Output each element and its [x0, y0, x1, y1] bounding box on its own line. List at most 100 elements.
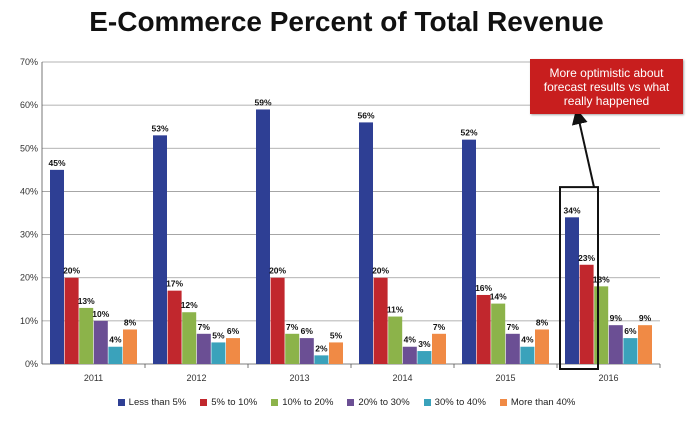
data-label: 20%: [63, 266, 80, 276]
data-label: 7%: [507, 322, 520, 332]
bar: [256, 109, 270, 364]
data-label: 9%: [639, 313, 652, 323]
x-tick-label: 2014: [392, 373, 412, 383]
y-tick-label: 0%: [25, 359, 38, 369]
y-axis: 0% 10% 20% 30% 40% 50% 60% 70%: [20, 57, 38, 369]
legend-item: 10% to 20%: [271, 397, 333, 408]
bar: [64, 277, 79, 364]
data-label: 45%: [48, 158, 65, 168]
bar: [153, 135, 167, 364]
bar: [167, 290, 182, 364]
bar: [579, 264, 594, 364]
y-tick-label: 70%: [20, 57, 38, 67]
data-label: 7%: [198, 322, 211, 332]
bar: [417, 351, 432, 364]
bar: [123, 329, 137, 364]
x-tick-label: 2011: [84, 373, 103, 383]
y-tick-label: 60%: [20, 100, 38, 110]
data-label: 13%: [78, 296, 95, 306]
bar: [638, 325, 652, 364]
legend-item: 5% to 10%: [200, 397, 257, 408]
bar: [491, 303, 506, 364]
legend: Less than 5% 5% to 10% 10% to 20% 20% to 30…: [0, 397, 693, 408]
data-label: 10%: [92, 309, 109, 319]
legend-label: 10% to 20%: [282, 397, 334, 408]
highlight-box: [559, 186, 599, 370]
bars: [50, 109, 652, 365]
data-label: 52%: [460, 128, 477, 138]
data-label: 6%: [624, 326, 637, 336]
data-label: 5%: [330, 330, 343, 340]
bar: [476, 294, 491, 364]
data-label: 18%: [593, 274, 610, 284]
data-label: 4%: [404, 335, 417, 345]
bar: [402, 346, 417, 364]
annotation-callout: More optimistic about forecast results v…: [530, 59, 683, 114]
x-tick-label: 2016: [598, 373, 618, 383]
x-tick-label: 2012: [186, 373, 206, 383]
bar: [565, 217, 579, 364]
bar: [285, 333, 300, 364]
y-tick-label: 10%: [20, 316, 38, 326]
legend-item: 30% to 40%: [423, 397, 486, 408]
data-label: 8%: [124, 317, 137, 327]
data-label: 5%: [212, 330, 225, 340]
annotation: [559, 108, 599, 370]
data-label: 53%: [151, 123, 168, 133]
legend-label: Less than 5%: [128, 397, 187, 408]
data-label: 3%: [418, 339, 431, 349]
data-label: 11%: [387, 305, 404, 315]
legend-swatch: [423, 399, 431, 406]
y-tick-label: 30%: [20, 230, 38, 240]
data-label: 2%: [315, 343, 328, 353]
y-tick-label: 50%: [20, 143, 38, 153]
y-tick-label: 40%: [20, 186, 38, 196]
data-label: 20%: [372, 266, 389, 276]
legend-item: Less than 5%: [117, 397, 187, 408]
data-label: 4%: [521, 335, 534, 345]
legend-label: 20% to 30%: [358, 397, 410, 408]
bar: [50, 169, 64, 364]
bar: [299, 338, 314, 364]
data-label: 20%: [269, 266, 286, 276]
data-label: 12%: [181, 300, 198, 310]
chart-title: E-Commerce Percent of Total Revenue: [89, 6, 604, 37]
data-label: 6%: [227, 326, 240, 336]
legend-label: More than 40%: [510, 397, 576, 408]
bar: [535, 329, 549, 364]
bar: [108, 346, 123, 364]
data-label: 34%: [563, 205, 580, 215]
bar: [211, 342, 226, 364]
legend-item: 20% to 30%: [347, 397, 410, 408]
annotation-arrow: [571, 108, 595, 188]
bar: [314, 355, 329, 364]
x-axis: 2011 2012 2013 2014 2015 2016: [84, 364, 661, 383]
data-label: 23%: [578, 253, 595, 263]
bar: [623, 338, 638, 364]
legend-swatch: [117, 399, 125, 406]
bar: [196, 333, 211, 364]
legend-swatch: [271, 399, 279, 406]
bar: [373, 277, 388, 364]
legend-label: 30% to 40%: [434, 397, 486, 408]
bar: [505, 333, 520, 364]
data-label: 9%: [610, 313, 623, 323]
bar: [329, 342, 343, 364]
x-tick-label: 2013: [289, 373, 309, 383]
bar: [462, 139, 476, 364]
legend-swatch: [200, 399, 208, 406]
legend-label: 5% to 10%: [211, 397, 258, 408]
y-tick-label: 20%: [20, 273, 38, 283]
bar: [226, 338, 240, 364]
data-label: 7%: [286, 322, 299, 332]
bar: [182, 312, 197, 364]
data-label: 17%: [166, 279, 183, 289]
bar: [359, 122, 373, 365]
bar: [79, 307, 94, 364]
data-label: 59%: [254, 97, 271, 107]
data-label: 6%: [301, 326, 314, 336]
bar: [270, 277, 285, 364]
data-label: 56%: [357, 110, 374, 120]
bar: [608, 325, 623, 364]
